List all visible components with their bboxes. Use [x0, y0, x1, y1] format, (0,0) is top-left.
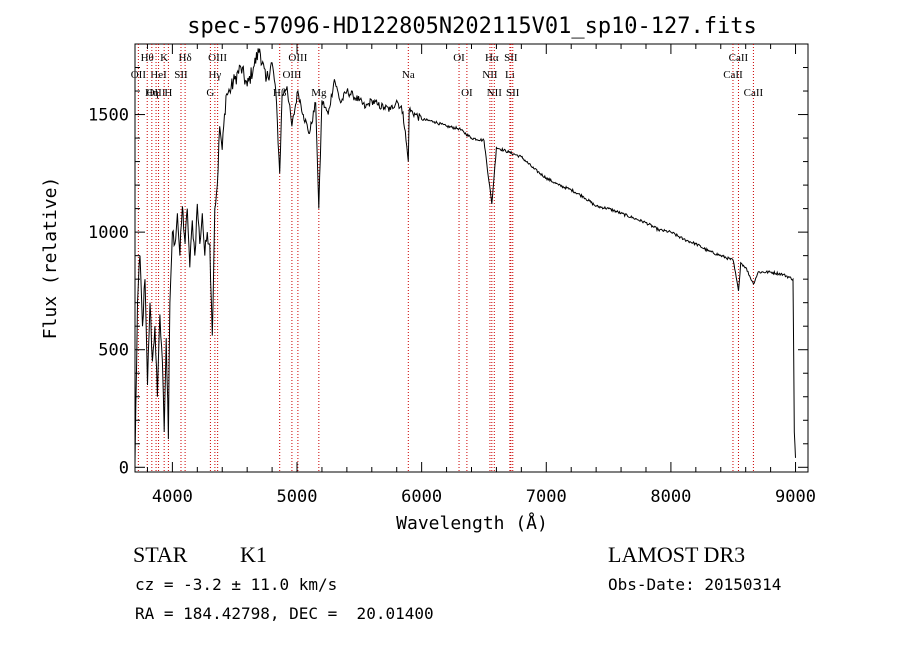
line-marker-label: K — [160, 52, 168, 64]
redshift-text: cz = -3.2 ± 11.0 km/s — [135, 575, 337, 594]
line-marker-label: Hγ — [208, 69, 221, 81]
y-tick-label: 500 — [98, 341, 129, 361]
object-type: STAR — [133, 542, 188, 567]
line-marker-label: Hη — [145, 87, 159, 99]
line-marker-label: OII — [131, 69, 147, 81]
line-marker-label: Li — [505, 69, 515, 81]
line-marker-label: CaII — [744, 87, 764, 99]
y-tick-label: 1500 — [88, 106, 129, 126]
line-marker-label: Hδ — [179, 52, 192, 64]
line-marker-label: NII — [482, 69, 498, 81]
line-marker-label: SII — [174, 69, 188, 81]
spectrum-line — [134, 48, 796, 463]
survey-name: LAMOST DR3 — [608, 542, 745, 567]
y-tick-label: 0 — [119, 458, 129, 478]
x-tick-label: 4000 — [152, 487, 193, 507]
line-marker-label: OIII — [208, 52, 227, 64]
line-marker-label: Mg — [311, 87, 327, 99]
line-marker-label: Hβ — [273, 87, 287, 99]
line-marker-label: OI — [453, 52, 465, 64]
plot-frame — [134, 43, 809, 473]
x-tick-label: 7000 — [526, 487, 567, 507]
x-axis-ticks: 4000 5000 6000 7000 8000 9000 — [146, 44, 816, 507]
line-marker-label: OIII — [288, 52, 307, 64]
chart-title: spec-57096-HD122805N202115V01_sp10-127.f… — [187, 14, 757, 39]
line-marker-label: Hα — [485, 52, 499, 64]
object-subclass: K1 — [240, 542, 267, 567]
line-marker-label: NII — [487, 87, 503, 99]
x-tick-label: 8000 — [650, 487, 691, 507]
x-tick-label: 6000 — [401, 487, 442, 507]
line-marker-label: Hθ — [141, 52, 154, 64]
y-tick-label: 1000 — [88, 223, 129, 243]
line-marker-label: HeI — [150, 69, 167, 81]
line-marker-label: H — [164, 87, 172, 99]
x-axis-label: Wavelength (Å) — [396, 512, 548, 534]
x-tick-label: 9000 — [775, 487, 816, 507]
y-axis-ticks: 0 500 1000 1500 — [88, 67, 808, 478]
line-marker-label: G — [206, 87, 214, 99]
line-marker-label: CaII — [723, 69, 743, 81]
obs-date: Obs-Date: 20150314 — [608, 575, 781, 594]
line-marker-label: CaII — [729, 52, 749, 64]
x-tick-label: 5000 — [277, 487, 318, 507]
line-marker-label: Na — [402, 69, 415, 81]
line-marker-label: OI — [461, 87, 473, 99]
coordinates: RA = 184.42798, DEC = 20.01400 — [135, 604, 434, 623]
line-marker-label: SII — [504, 52, 518, 64]
y-axis-label: Flux (relative) — [40, 177, 61, 340]
line-marker-label: SII — [506, 87, 520, 99]
line-marker-label: OIII — [282, 69, 301, 81]
